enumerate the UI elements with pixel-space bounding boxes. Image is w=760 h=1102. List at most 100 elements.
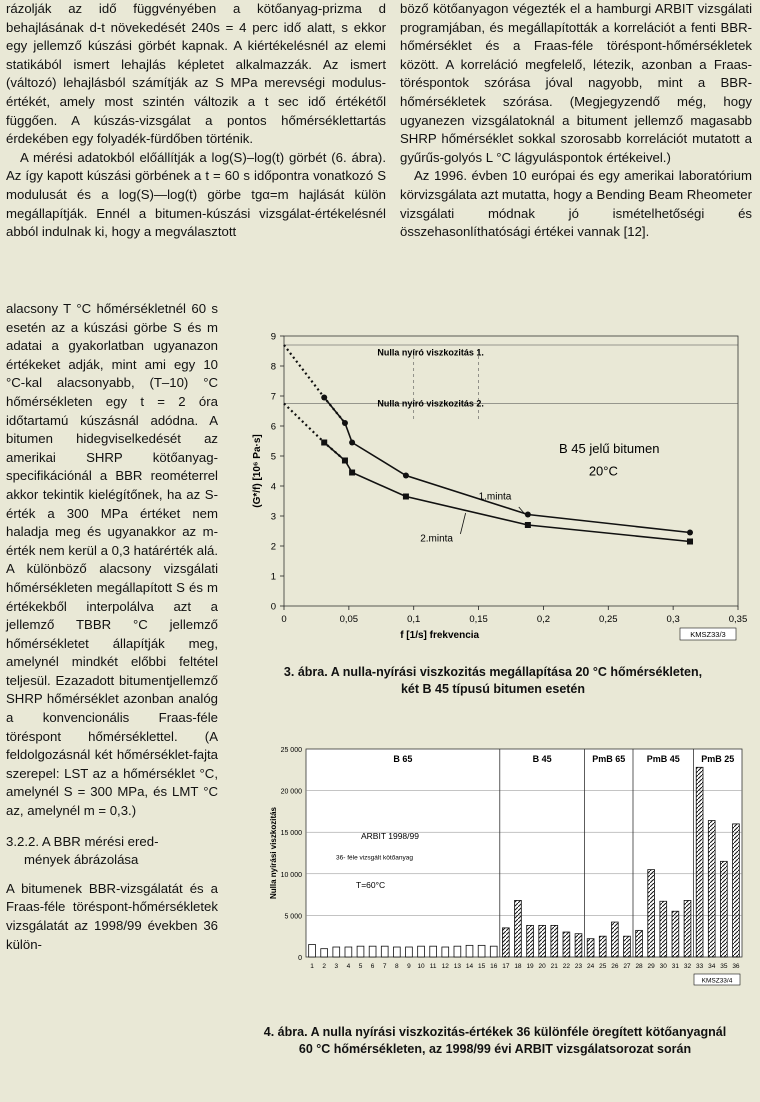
figure-3-caption: 3. ábra. A nulla-nyírási viszkozitás meg… xyxy=(226,664,760,698)
bar xyxy=(489,945,498,958)
x-tick-label: 19 xyxy=(526,963,534,970)
caption-line: két B 45 típusú bitumen esetén xyxy=(400,682,586,696)
bar xyxy=(695,766,704,958)
leader-line xyxy=(518,506,526,515)
caption-line: 4. ábra. A nulla nyírási viszkozitás-ért… xyxy=(263,1025,727,1039)
leader-line xyxy=(460,512,466,535)
x-tick-label: 0,25 xyxy=(599,614,618,625)
left-column-narrow: alacsony T °C hőmérsékletnél 60 s esetén… xyxy=(6,300,218,954)
y-tick-label: 20 000 xyxy=(281,789,303,796)
figure-4-caption: 4. ábra. A nulla nyírási viszkozitás-ért… xyxy=(230,1024,760,1058)
bar xyxy=(356,945,365,958)
y-tick-label: 9 xyxy=(271,332,276,343)
y-tick-label: 15 000 xyxy=(281,830,303,837)
temperature-label: T=60°C xyxy=(356,880,385,890)
x-tick-label: 3 xyxy=(334,963,338,970)
data-point xyxy=(524,511,531,518)
bar xyxy=(598,935,607,958)
series-label-1: 1.minta xyxy=(479,492,512,503)
x-tick-label: 35 xyxy=(720,963,728,970)
bar xyxy=(659,900,668,958)
y-axis-label: Nulla nyírási viszkozitás xyxy=(269,806,278,899)
y-tick-label: 8 xyxy=(271,362,276,373)
x-tick-label: 23 xyxy=(575,963,583,970)
temperature-annotation: 20°C xyxy=(589,464,618,479)
bar xyxy=(647,869,655,958)
bar xyxy=(550,924,559,958)
bar xyxy=(526,924,534,958)
y-tick-label: 5 000 xyxy=(284,913,302,920)
bar xyxy=(453,945,462,958)
x-tick-label: 20 xyxy=(539,963,547,970)
x-tick-label: 11 xyxy=(430,963,437,970)
y-tick-label: 1 xyxy=(271,572,276,583)
x-tick-label: 0,2 xyxy=(537,614,550,625)
x-tick-label: 0,05 xyxy=(340,614,359,625)
x-tick-label: 32 xyxy=(684,963,692,970)
bar xyxy=(320,948,328,958)
bar xyxy=(635,929,643,958)
x-tick-label: 7 xyxy=(383,963,387,970)
x-tick-label: 34 xyxy=(708,963,716,970)
x-tick-label: 10 xyxy=(417,963,425,970)
x-tick-label: 14 xyxy=(466,963,474,970)
section-title: 3.2.2. A BBR mérési ered- xyxy=(6,833,159,849)
x-tick-label: 0,3 xyxy=(667,614,680,625)
x-tick-label: 16 xyxy=(490,963,498,970)
data-point xyxy=(349,439,356,446)
data-point xyxy=(687,529,694,536)
bar xyxy=(308,944,316,958)
bar xyxy=(368,945,377,958)
bar xyxy=(441,946,450,958)
x-tick-label: 15 xyxy=(478,963,486,970)
y-tick-label: 6 xyxy=(271,422,276,433)
x-tick-label: 0,1 xyxy=(407,614,420,625)
bar xyxy=(683,900,692,958)
bar xyxy=(417,945,425,958)
data-point xyxy=(349,469,356,476)
y-tick-label: 2 xyxy=(271,542,276,553)
x-tick-label: 22 xyxy=(563,963,571,970)
bar xyxy=(380,945,389,958)
x-tick-label: 6 xyxy=(371,963,375,970)
figure-code: KMSZ33/3 xyxy=(690,630,725,639)
x-tick-label: 17 xyxy=(502,963,510,970)
paragraph: böző kötőanyagon végezték el a hamburgi … xyxy=(400,1,752,165)
bar xyxy=(465,944,474,958)
paragraph: Az 1996. évben 10 európai és egy amerika… xyxy=(400,168,752,240)
x-axis-label: f [1/s] frekvencia xyxy=(400,630,479,641)
data-point xyxy=(321,439,328,446)
x-tick-label: 0,15 xyxy=(469,614,488,625)
figure-3: 0 1 2 3 4 5 6 7 8 9 0 0,05 0,1 0,15 0,2 0,25 0,3 0,35 Null… xyxy=(226,300,760,658)
x-tick-label: 29 xyxy=(648,963,656,970)
x-tick-label: 4 xyxy=(347,963,351,970)
figure-3-chart: 0 1 2 3 4 5 6 7 8 9 0 0,05 0,1 0,15 0,2 0,25 0,3 0,35 Null… xyxy=(252,332,747,642)
zero-viscosity-label-2: Nulla nyíró viszkozitás 2. xyxy=(377,399,484,409)
group-label: PmB 65 xyxy=(592,754,625,764)
paragraph: A bitumenek BBR-vizsgálatát és a Fraas-f… xyxy=(6,880,218,952)
group-label: PmB 45 xyxy=(647,754,680,764)
bar xyxy=(502,927,510,958)
bar xyxy=(562,931,571,958)
figure-4-chart: 0 5 000 10 000 15 000 20 000 25 000 B 65 B 45 Pm… xyxy=(269,747,743,986)
bar xyxy=(429,945,437,958)
series-line xyxy=(323,441,691,543)
y-tick-label: 5 xyxy=(271,452,276,463)
bar xyxy=(707,820,716,958)
y-tick-label: 25 000 xyxy=(281,747,303,754)
bar xyxy=(393,946,401,958)
y-tick-label: 0 xyxy=(298,955,302,962)
data-point xyxy=(687,538,694,545)
data-point xyxy=(341,457,348,464)
x-tick-label: 28 xyxy=(635,963,643,970)
series-label-2: 2.minta xyxy=(420,534,453,545)
caption-line: 60 °C hőmérsékleten, az 1998/99 évi ARBI… xyxy=(298,1042,692,1056)
left-column-top: rázolják az idő függvényében a kötőanyag… xyxy=(6,0,386,242)
plot-frame xyxy=(283,335,739,607)
x-tick-label: 21 xyxy=(551,963,559,970)
bar xyxy=(611,921,619,958)
x-tick-label: 27 xyxy=(623,963,631,970)
group-label: B 65 xyxy=(393,754,412,764)
bar xyxy=(623,935,631,958)
bar xyxy=(405,946,413,958)
